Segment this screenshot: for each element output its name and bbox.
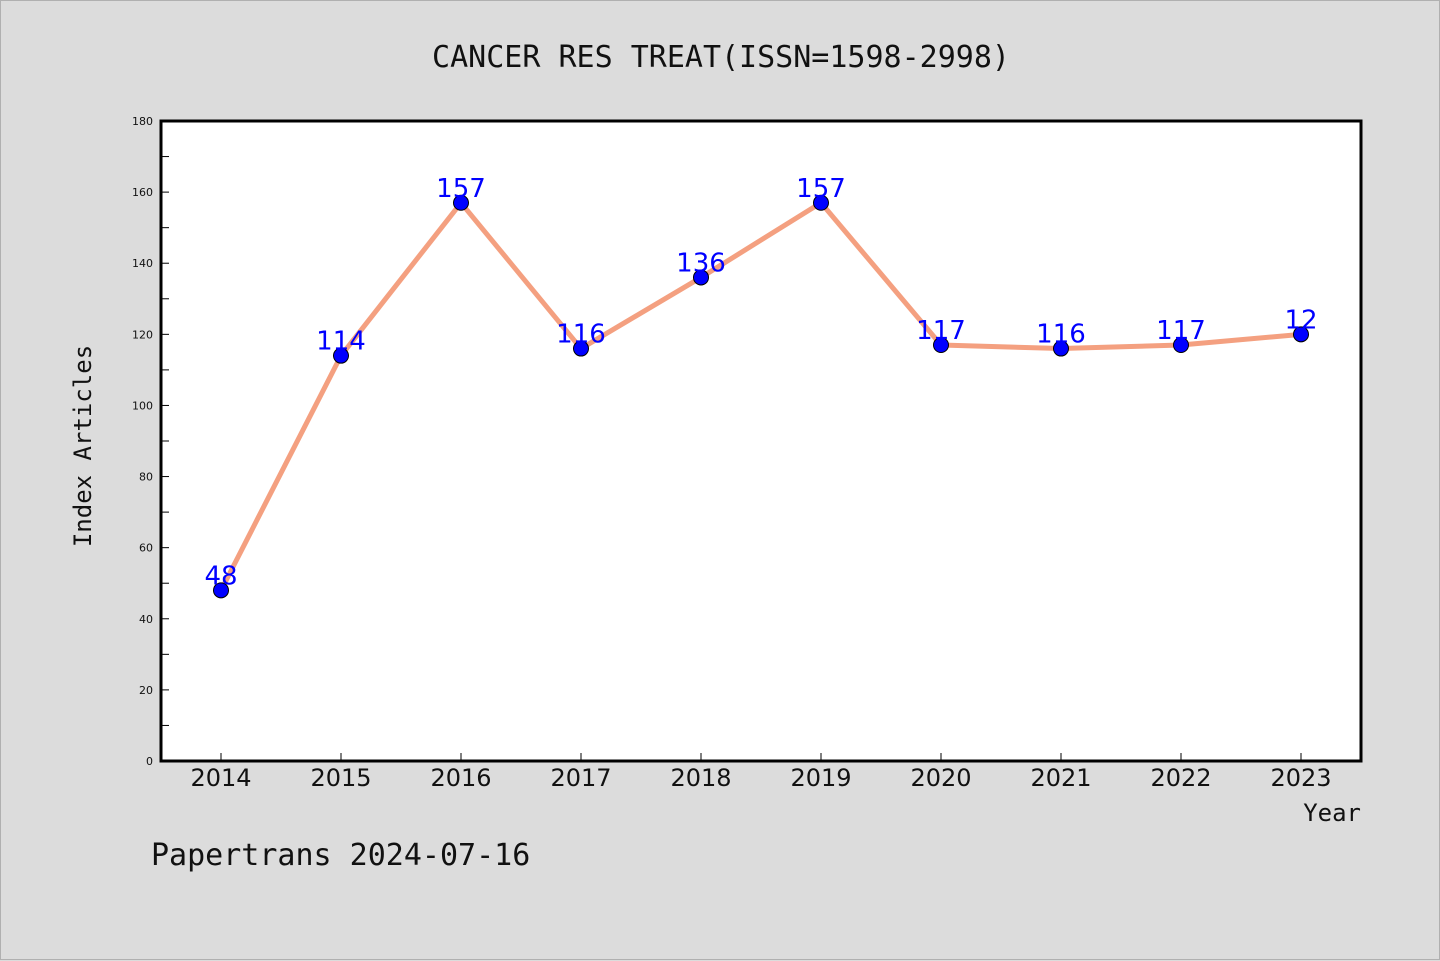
y-tick-label: 120 xyxy=(132,328,153,341)
data-label: 157 xyxy=(436,174,486,204)
y-tick-label: 20 xyxy=(139,684,153,697)
x-tick-label: 2023 xyxy=(1270,764,1331,792)
data-point xyxy=(933,337,949,353)
x-tick-label: 2015 xyxy=(310,764,371,792)
y-tick-label: 100 xyxy=(132,399,153,412)
data-label: 117 xyxy=(1156,316,1206,346)
data-point xyxy=(213,582,229,599)
y-tick-label: 80 xyxy=(139,471,153,484)
data-label: 116 xyxy=(1036,320,1086,350)
y-tick-label: 160 xyxy=(132,186,153,199)
x-tick-label: 2016 xyxy=(430,764,491,792)
data-point xyxy=(693,269,709,286)
data-point xyxy=(453,194,469,211)
y-axis: 0 20 40 60 80 100 120 140 160 180 xyxy=(132,115,169,768)
y-tick-label: 140 xyxy=(132,257,153,270)
x-tick-label: 2022 xyxy=(1150,764,1211,792)
y-tick-label: 40 xyxy=(139,613,153,626)
data-point xyxy=(1293,326,1309,343)
data-label: 136 xyxy=(676,248,726,278)
x-tick-label: 2021 xyxy=(1030,764,1091,792)
series: 48 114 157 116 136 157 117 116 117 12 xyxy=(204,174,1318,599)
chart-title: CANCER RES TREAT(ISSN=1598-2998) xyxy=(432,40,1010,75)
data-label: 12 xyxy=(1284,305,1317,335)
x-tick-label: 2019 xyxy=(790,764,851,792)
data-point xyxy=(333,347,349,364)
data-label: 48 xyxy=(204,561,237,591)
data-point xyxy=(1053,340,1069,357)
x-axis-label: Year xyxy=(1303,799,1361,827)
plot-area xyxy=(159,119,1363,763)
series-line xyxy=(218,200,1304,593)
x-tick-label: 2018 xyxy=(670,764,731,792)
data-label: 157 xyxy=(796,174,846,204)
x-tick-label: 2020 xyxy=(910,764,971,792)
data-point xyxy=(573,340,589,357)
footer-credit: Papertrans 2024-07-16 xyxy=(151,838,530,873)
y-axis-label: Index Articles xyxy=(69,345,97,547)
data-label: 117 xyxy=(916,316,966,346)
x-axis: 2014 2015 2016 2017 2018 2019 2020 2021 2022 2023 xyxy=(190,753,1332,792)
y-tick-label: 60 xyxy=(139,542,153,555)
x-tick-label: 2017 xyxy=(550,764,611,792)
data-point xyxy=(1173,337,1189,353)
x-tick-label: 2014 xyxy=(190,764,251,792)
data-point xyxy=(813,194,829,211)
y-tick-label: 0 xyxy=(146,755,153,768)
y-tick-label: 180 xyxy=(132,115,153,128)
data-label: 114 xyxy=(316,327,366,357)
data-label: 116 xyxy=(556,320,606,350)
